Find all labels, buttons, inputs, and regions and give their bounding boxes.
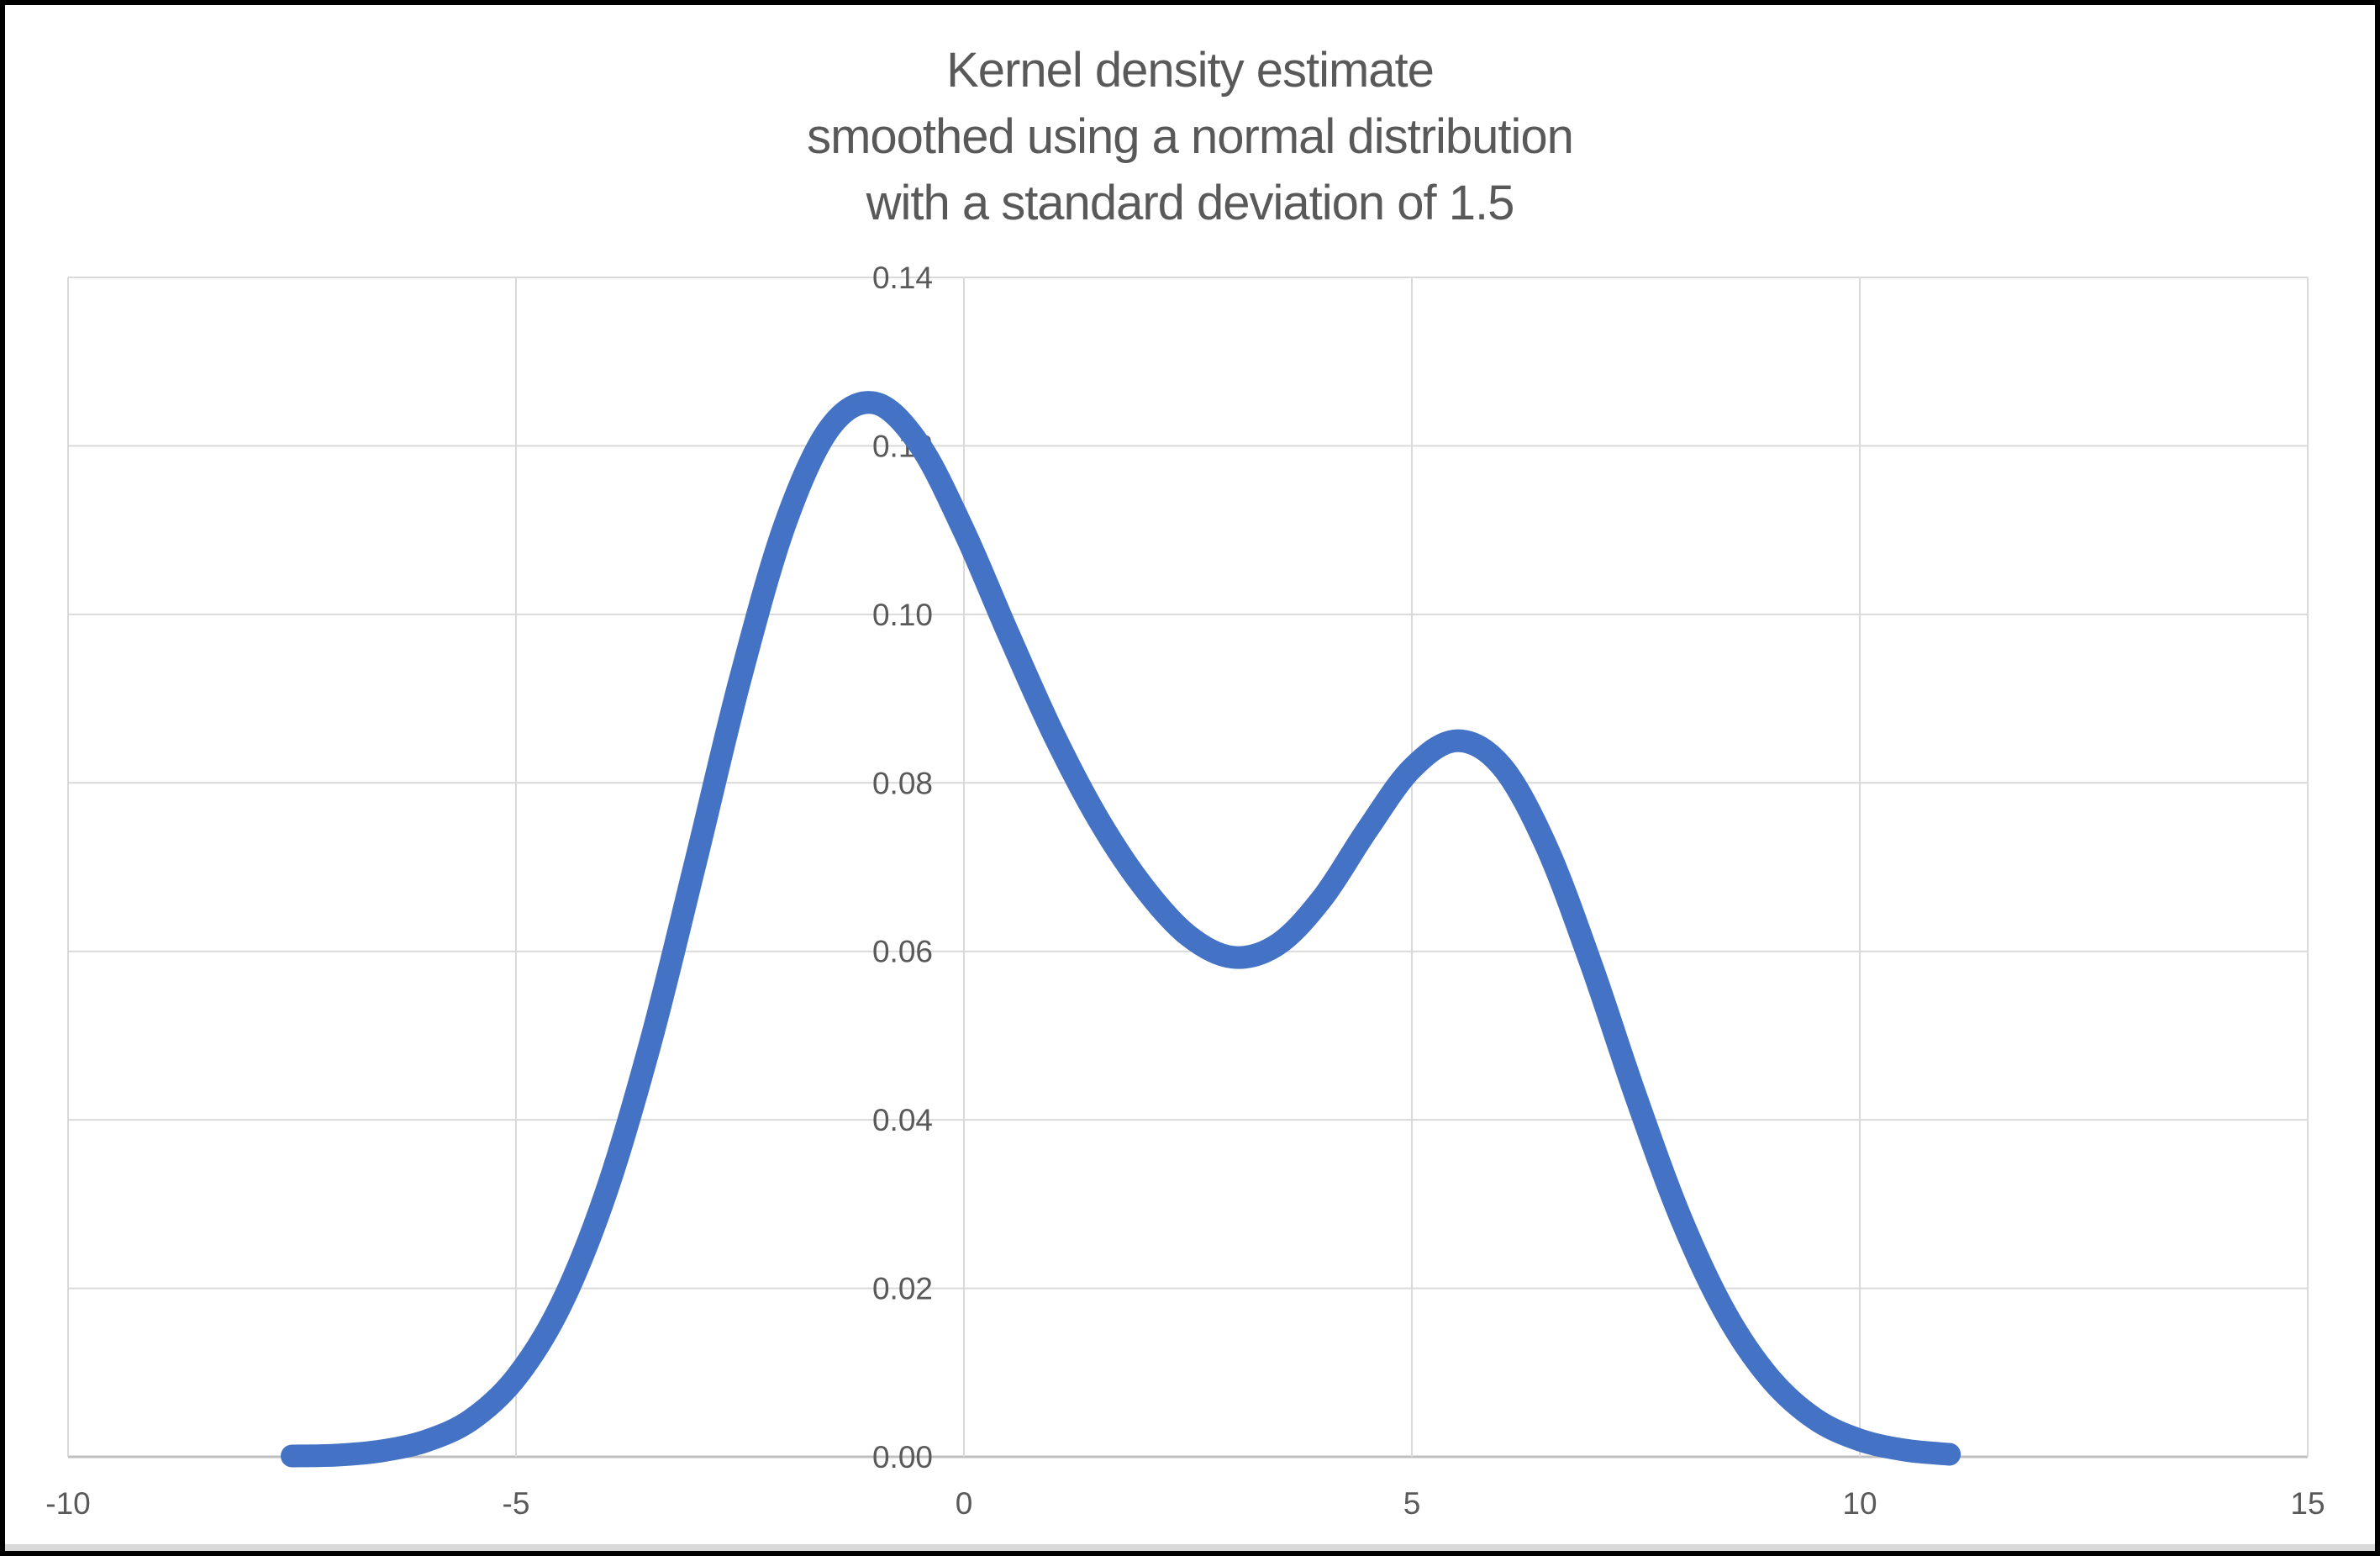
y-axis-tick-label: 0.14 [872,261,933,295]
chart-title: Kernel density estimate smoothed using a… [0,37,2380,236]
x-axis-tick-label: 15 [2290,1486,2325,1521]
window-bottom-edge [5,1544,2375,1551]
x-axis-tick-label: -10 [45,1486,90,1521]
gridlines [67,277,2309,1458]
y-axis-tick-label: 0.08 [872,766,933,800]
y-axis-tick-label: 0.02 [872,1272,933,1306]
y-axis-tick-label: 0.00 [872,1440,933,1474]
kde-curve [281,391,1961,1468]
x-axis-tick-label: 0 [956,1486,973,1521]
kde-curve-layer [281,391,1961,1468]
chart-title-line-1: Kernel density estimate [946,43,1435,98]
y-axis-tick-label: 0.06 [872,935,933,969]
y-axis-labels: 0.000.020.040.060.080.100.120.14 [872,261,933,1474]
x-axis-labels: -10 -5 0 5 10 15 [45,1486,2325,1521]
x-axis-tick-label: -5 [503,1486,530,1521]
y-axis-tick-label: 0.10 [872,598,933,632]
chart-title-line-3: with a standard deviation of 1.5 [866,176,1515,230]
x-axis-tick-label: 10 [1842,1486,1877,1521]
chart-title-line-2: smoothed using a normal distribution [807,109,1574,164]
y-axis-tick-label: 0.04 [872,1103,933,1137]
x-axis-tick-label: 5 [1403,1486,1421,1521]
